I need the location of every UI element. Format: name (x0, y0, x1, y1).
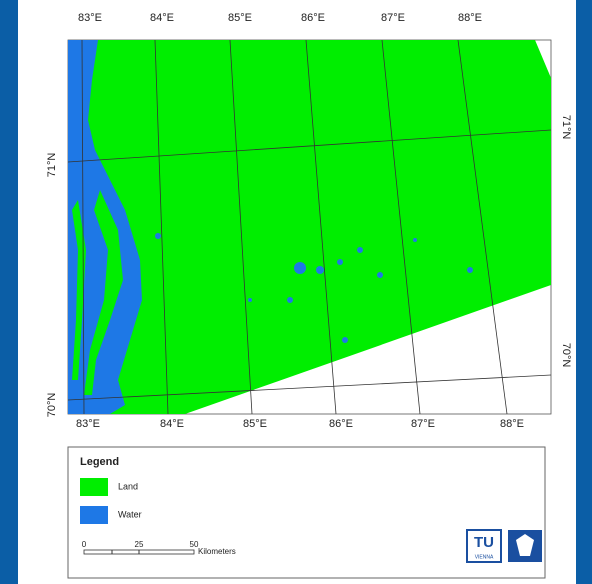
longitude-label: 87°E (381, 12, 405, 24)
latitude-label: 70°N (560, 343, 572, 368)
legend-label: Water (118, 509, 142, 519)
logo-text: TU (474, 534, 494, 551)
longitude-label: 86°E (329, 418, 353, 430)
scale-unit: Kilometers (198, 547, 236, 556)
longitude-label: 84°E (150, 12, 174, 24)
longitude-label: 88°E (500, 418, 524, 430)
map (68, 40, 551, 414)
page: 83°E 84°E 85°E 86°E 87°E 88°E 83°E 84°E 85°E 86°E… (0, 0, 592, 584)
latitude-label: 70°N (46, 393, 58, 418)
latitude-label: 71°N (46, 153, 58, 178)
longitude-label: 83°E (76, 418, 100, 430)
logo-subtext: VIENNA (475, 554, 494, 560)
legend-swatch (80, 478, 108, 496)
longitude-label: 85°E (228, 12, 252, 24)
legend-swatch (80, 506, 108, 524)
longitude-label: 88°E (458, 12, 482, 24)
longitude-label: 83°E (78, 12, 102, 24)
longitude-label: 87°E (411, 418, 435, 430)
legend-title: Legend (80, 456, 119, 468)
longitude-label: 85°E (243, 418, 267, 430)
longitude-label: 86°E (301, 12, 325, 24)
legend-label: Land (118, 481, 138, 491)
scale-tick: 25 (135, 540, 144, 549)
latitude-label: 71°N (560, 115, 572, 140)
longitude-label: 84°E (160, 418, 184, 430)
scale-tick: 0 (82, 540, 87, 549)
